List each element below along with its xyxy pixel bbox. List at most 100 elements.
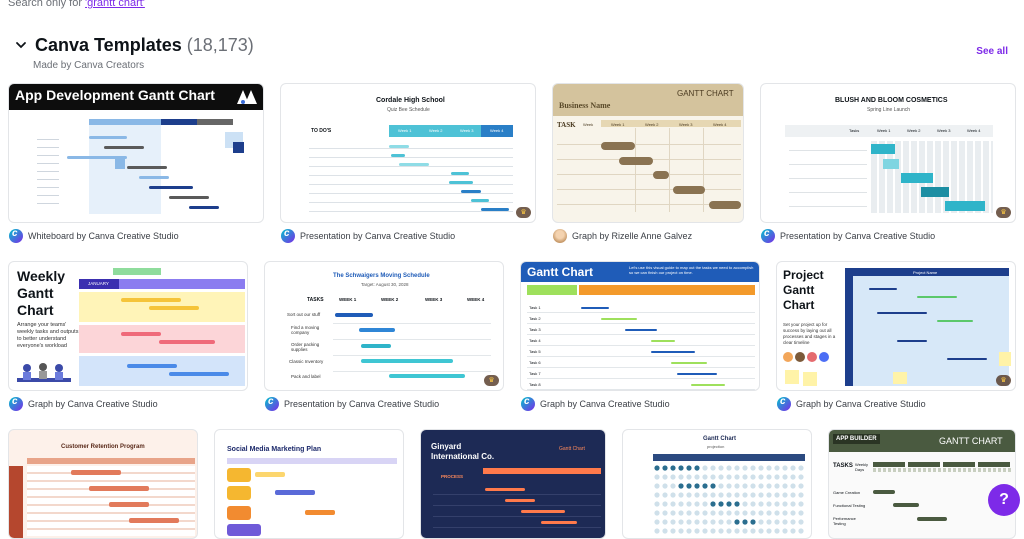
template-type: Graph by Canva Creative Studio bbox=[28, 399, 158, 409]
gantt-bar bbox=[619, 157, 653, 165]
template-type: Whiteboard by Canva Creative Studio bbox=[28, 231, 179, 241]
gantt-bar bbox=[877, 312, 927, 314]
week-header bbox=[601, 120, 741, 127]
sticky-note bbox=[785, 370, 799, 384]
gantt-bar bbox=[625, 329, 657, 331]
search-query-link[interactable]: 'grantt chart' bbox=[85, 0, 145, 9]
gantt-bar bbox=[67, 156, 127, 159]
gantt-bar bbox=[391, 154, 405, 157]
week-label: WEEK 1 bbox=[339, 297, 357, 302]
week-header bbox=[197, 119, 233, 125]
gantt-bar bbox=[917, 517, 947, 521]
template-caption: Presentation by Canva Creative Studio bbox=[761, 228, 935, 243]
template-body: Arrange your teams' weekly tasks and out… bbox=[17, 322, 79, 349]
gantt-bar bbox=[505, 499, 535, 502]
gantt-bar bbox=[361, 344, 391, 348]
task-label: Tasks bbox=[849, 128, 860, 133]
template-header: TO DO'S bbox=[311, 128, 332, 134]
gantt-bar bbox=[71, 470, 121, 475]
template-subtitle: Quiz Bee Schedule bbox=[387, 107, 430, 113]
template-card-app-development[interactable]: App Development Gantt Chart bbox=[8, 83, 264, 223]
week-label: Week 1 bbox=[611, 122, 625, 127]
template-caption: Whiteboard by Canva Creative Studio bbox=[9, 228, 179, 243]
gantt-bar bbox=[399, 163, 429, 166]
template-card-schwaigers[interactable]: The Schwaigers Moving Schedule Target: A… bbox=[264, 261, 504, 391]
template-header: Project Name bbox=[913, 270, 938, 275]
template-card-social-media[interactable]: Social Media Marketing Plan bbox=[214, 429, 404, 539]
template-subtitle: Target: August 30, 2028 bbox=[361, 282, 409, 287]
section-title-text: Canva Templates bbox=[35, 35, 182, 55]
creator-avatar bbox=[553, 229, 567, 243]
crown-icon: ♛ bbox=[996, 375, 1011, 386]
gantt-bar bbox=[873, 490, 895, 494]
gantt-bar bbox=[305, 510, 335, 515]
days-label: Weekly Days bbox=[855, 462, 869, 472]
gantt-bar bbox=[275, 490, 315, 495]
template-card-business-name[interactable]: Business Name GANTT CHART TASK Week Week… bbox=[552, 83, 744, 223]
template-card-weekly-gantt[interactable]: Weekly Gantt Chart Arrange your teams' w… bbox=[8, 261, 248, 391]
header-row bbox=[227, 458, 397, 464]
gantt-bar bbox=[389, 374, 465, 378]
week-header bbox=[89, 119, 161, 125]
card-header-band bbox=[521, 262, 759, 282]
section-count: (18,173) bbox=[186, 35, 254, 55]
gantt-bar bbox=[651, 351, 695, 353]
gantt-bar bbox=[169, 372, 229, 376]
template-card-gantt-projection[interactable]: Gantt Chart projection bbox=[622, 429, 812, 539]
gantt-bar bbox=[127, 364, 177, 368]
chart-header bbox=[845, 268, 1009, 276]
crown-icon: ♛ bbox=[484, 375, 499, 386]
avatar bbox=[819, 352, 829, 362]
template-title: App Development Gantt Chart bbox=[15, 87, 215, 103]
template-subtitle: Spring Line Launch bbox=[867, 107, 911, 113]
chevron-down-icon[interactable] bbox=[14, 38, 28, 52]
gantt-bar bbox=[127, 166, 167, 169]
gantt-bar bbox=[471, 199, 489, 202]
side-band bbox=[9, 466, 23, 538]
template-type: Presentation by Canva Creative Studio bbox=[300, 231, 456, 241]
week-label: Week 4 bbox=[713, 122, 727, 127]
gantt-bar bbox=[869, 288, 897, 290]
gantt-bar bbox=[129, 518, 179, 523]
template-body: Let's use this visual guide to map out t… bbox=[629, 265, 754, 275]
template-header: Gantt Chart bbox=[559, 446, 585, 452]
task-list bbox=[37, 132, 59, 207]
gantt-bar bbox=[451, 172, 469, 175]
template-card-customer-retention[interactable]: Customer Retention Program bbox=[8, 429, 198, 539]
template-card-gantt-chart-blue[interactable]: Gantt Chart Let's use this visual guide … bbox=[520, 261, 760, 391]
template-type: Presentation by Canva Creative Studio bbox=[284, 399, 440, 409]
task-row: Game Creation bbox=[833, 490, 861, 495]
gantt-bar bbox=[921, 187, 949, 197]
gantt-bar bbox=[601, 318, 637, 320]
template-card-cordale[interactable]: Cordale High School Quiz Bee Schedule TO… bbox=[280, 83, 536, 223]
template-card-ginyard[interactable]: Ginyard International Co. Gantt Chart PR… bbox=[420, 429, 606, 539]
see-all-link[interactable]: See all bbox=[976, 46, 1008, 57]
task-label: TASKS bbox=[307, 297, 324, 303]
gantt-bar bbox=[947, 358, 987, 360]
template-type: Graph by Canva Creative Studio bbox=[540, 399, 670, 409]
help-button[interactable]: ? bbox=[988, 484, 1020, 516]
header-row bbox=[483, 468, 601, 474]
template-card-blush-bloom[interactable]: BLUSH AND BLOOM COSMETICS Spring Line La… bbox=[760, 83, 1016, 223]
grid-lines bbox=[557, 130, 741, 212]
task-list bbox=[789, 144, 867, 212]
logo-text: APP BUILDER bbox=[833, 434, 880, 444]
gantt-bar bbox=[673, 186, 705, 194]
card-header-band bbox=[9, 84, 263, 110]
task-row: Performance Testing bbox=[833, 516, 856, 526]
template-title: Ginyard International Co. bbox=[431, 442, 495, 461]
gantt-bar bbox=[677, 373, 717, 375]
gantt-bar bbox=[521, 510, 565, 513]
sticky-note bbox=[999, 352, 1011, 366]
template-card-project-gantt[interactable]: Project Gantt Chart Set your project up … bbox=[776, 261, 1016, 391]
gantt-bar bbox=[139, 176, 169, 179]
section-title: Canva Templates (18,173) bbox=[35, 35, 254, 56]
template-title: Social Media Marketing Plan bbox=[227, 446, 322, 453]
gantt-bar bbox=[671, 362, 707, 364]
gantt-bar bbox=[255, 472, 285, 477]
star-badge bbox=[115, 159, 125, 169]
template-subtitle: projection bbox=[707, 444, 725, 449]
task-label: TASKS bbox=[833, 463, 853, 469]
gantt-bar bbox=[149, 306, 199, 310]
template-card-app-builder[interactable]: APP BUILDER GANTT CHART TASKS Weekly Day… bbox=[828, 429, 1016, 539]
